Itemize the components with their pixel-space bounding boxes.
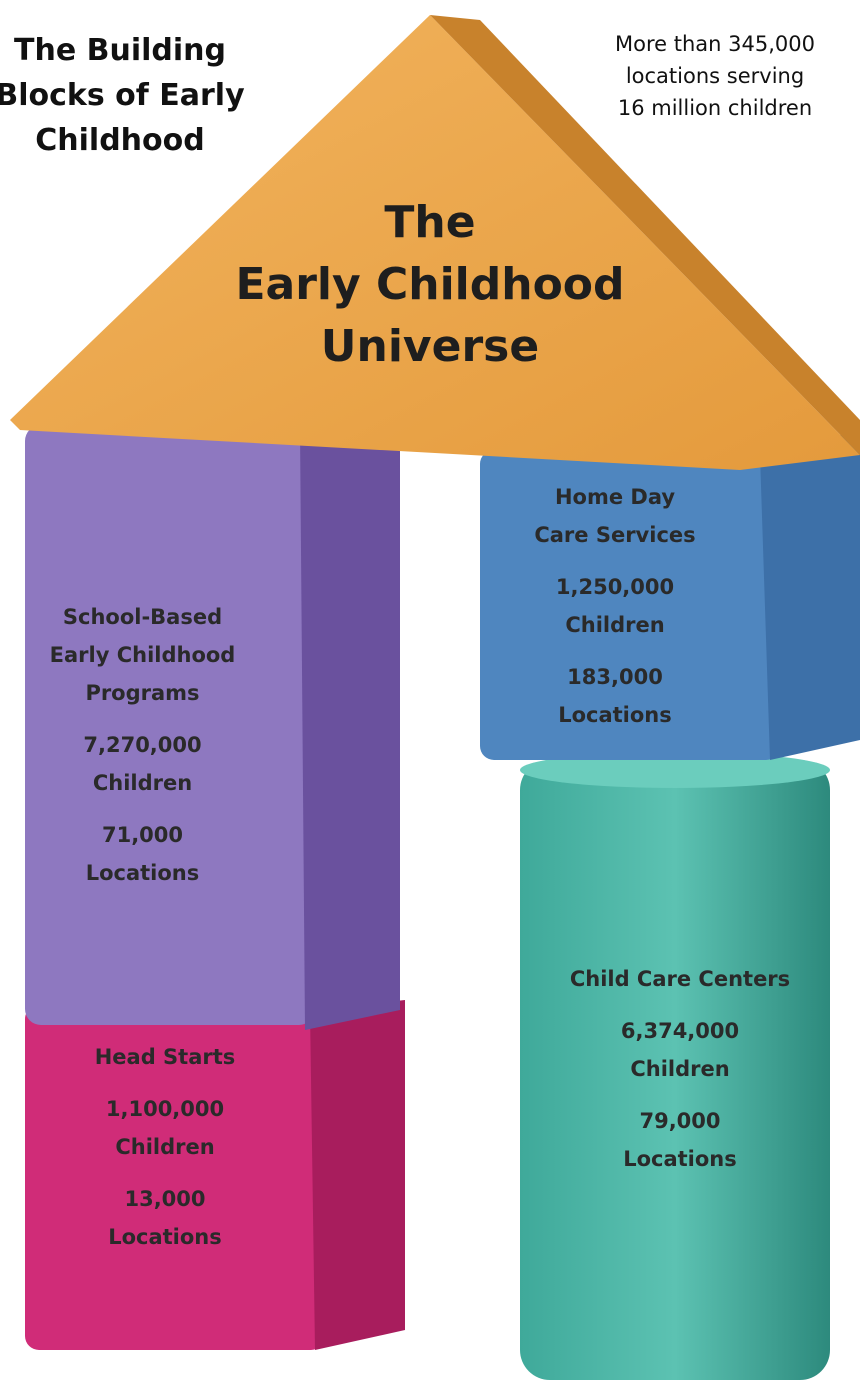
block-school: School-Based Early Childhood Programs 7,… <box>0 598 285 892</box>
pink-side <box>310 1000 405 1350</box>
children-label: Children <box>30 1128 300 1166</box>
title-line: Blocks of Early <box>0 73 270 118</box>
block-name: Early Childhood <box>0 636 285 674</box>
subtitle-line: 16 million children <box>575 92 855 124</box>
children-count: 1,250,000 <box>480 568 750 606</box>
roof-line: Universe <box>160 316 700 378</box>
title-line: The Building <box>0 28 270 73</box>
block-name: Head Starts <box>30 1038 300 1076</box>
locations-count: 71,000 <box>0 816 285 854</box>
blue-side <box>760 430 860 760</box>
children-count: 7,270,000 <box>0 726 285 764</box>
locations-count: 13,000 <box>30 1180 300 1218</box>
subtitle-line: locations serving <box>575 60 855 92</box>
roof-label: The Early Childhood Universe <box>160 192 700 378</box>
title: The Building Blocks of Early Childhood <box>0 28 270 163</box>
children-count: 1,100,000 <box>30 1090 300 1128</box>
roof-line: Early Childhood <box>160 254 700 316</box>
block-head-starts: Head Starts 1,100,000 Children 13,000 Lo… <box>30 1038 300 1256</box>
locations-count: 79,000 <box>530 1102 830 1140</box>
locations-label: Locations <box>480 696 750 734</box>
block-name: Child Care Centers <box>530 960 830 998</box>
roof-line: The <box>160 192 700 254</box>
children-label: Children <box>480 606 750 644</box>
block-name: School-Based <box>0 598 285 636</box>
subtitle-line: More than 345,000 <box>575 28 855 60</box>
block-name: Care Services <box>480 516 750 554</box>
block-name: Programs <box>0 674 285 712</box>
locations-label: Locations <box>0 854 285 892</box>
locations-count: 183,000 <box>480 658 750 696</box>
infographic: The Building Blocks of Early Childhood M… <box>0 0 864 1386</box>
locations-label: Locations <box>530 1140 830 1178</box>
title-line: Childhood <box>0 118 270 163</box>
purple-side <box>300 425 400 1030</box>
subtitle: More than 345,000 locations serving 16 m… <box>575 28 855 124</box>
children-label: Children <box>0 764 285 802</box>
children-count: 6,374,000 <box>530 1012 830 1050</box>
block-child-care: Child Care Centers 6,374,000 Children 79… <box>530 960 830 1178</box>
locations-label: Locations <box>30 1218 300 1256</box>
block-home-day-care: Home Day Care Services 1,250,000 Childre… <box>480 478 750 734</box>
block-name: Home Day <box>480 478 750 516</box>
children-label: Children <box>530 1050 830 1088</box>
